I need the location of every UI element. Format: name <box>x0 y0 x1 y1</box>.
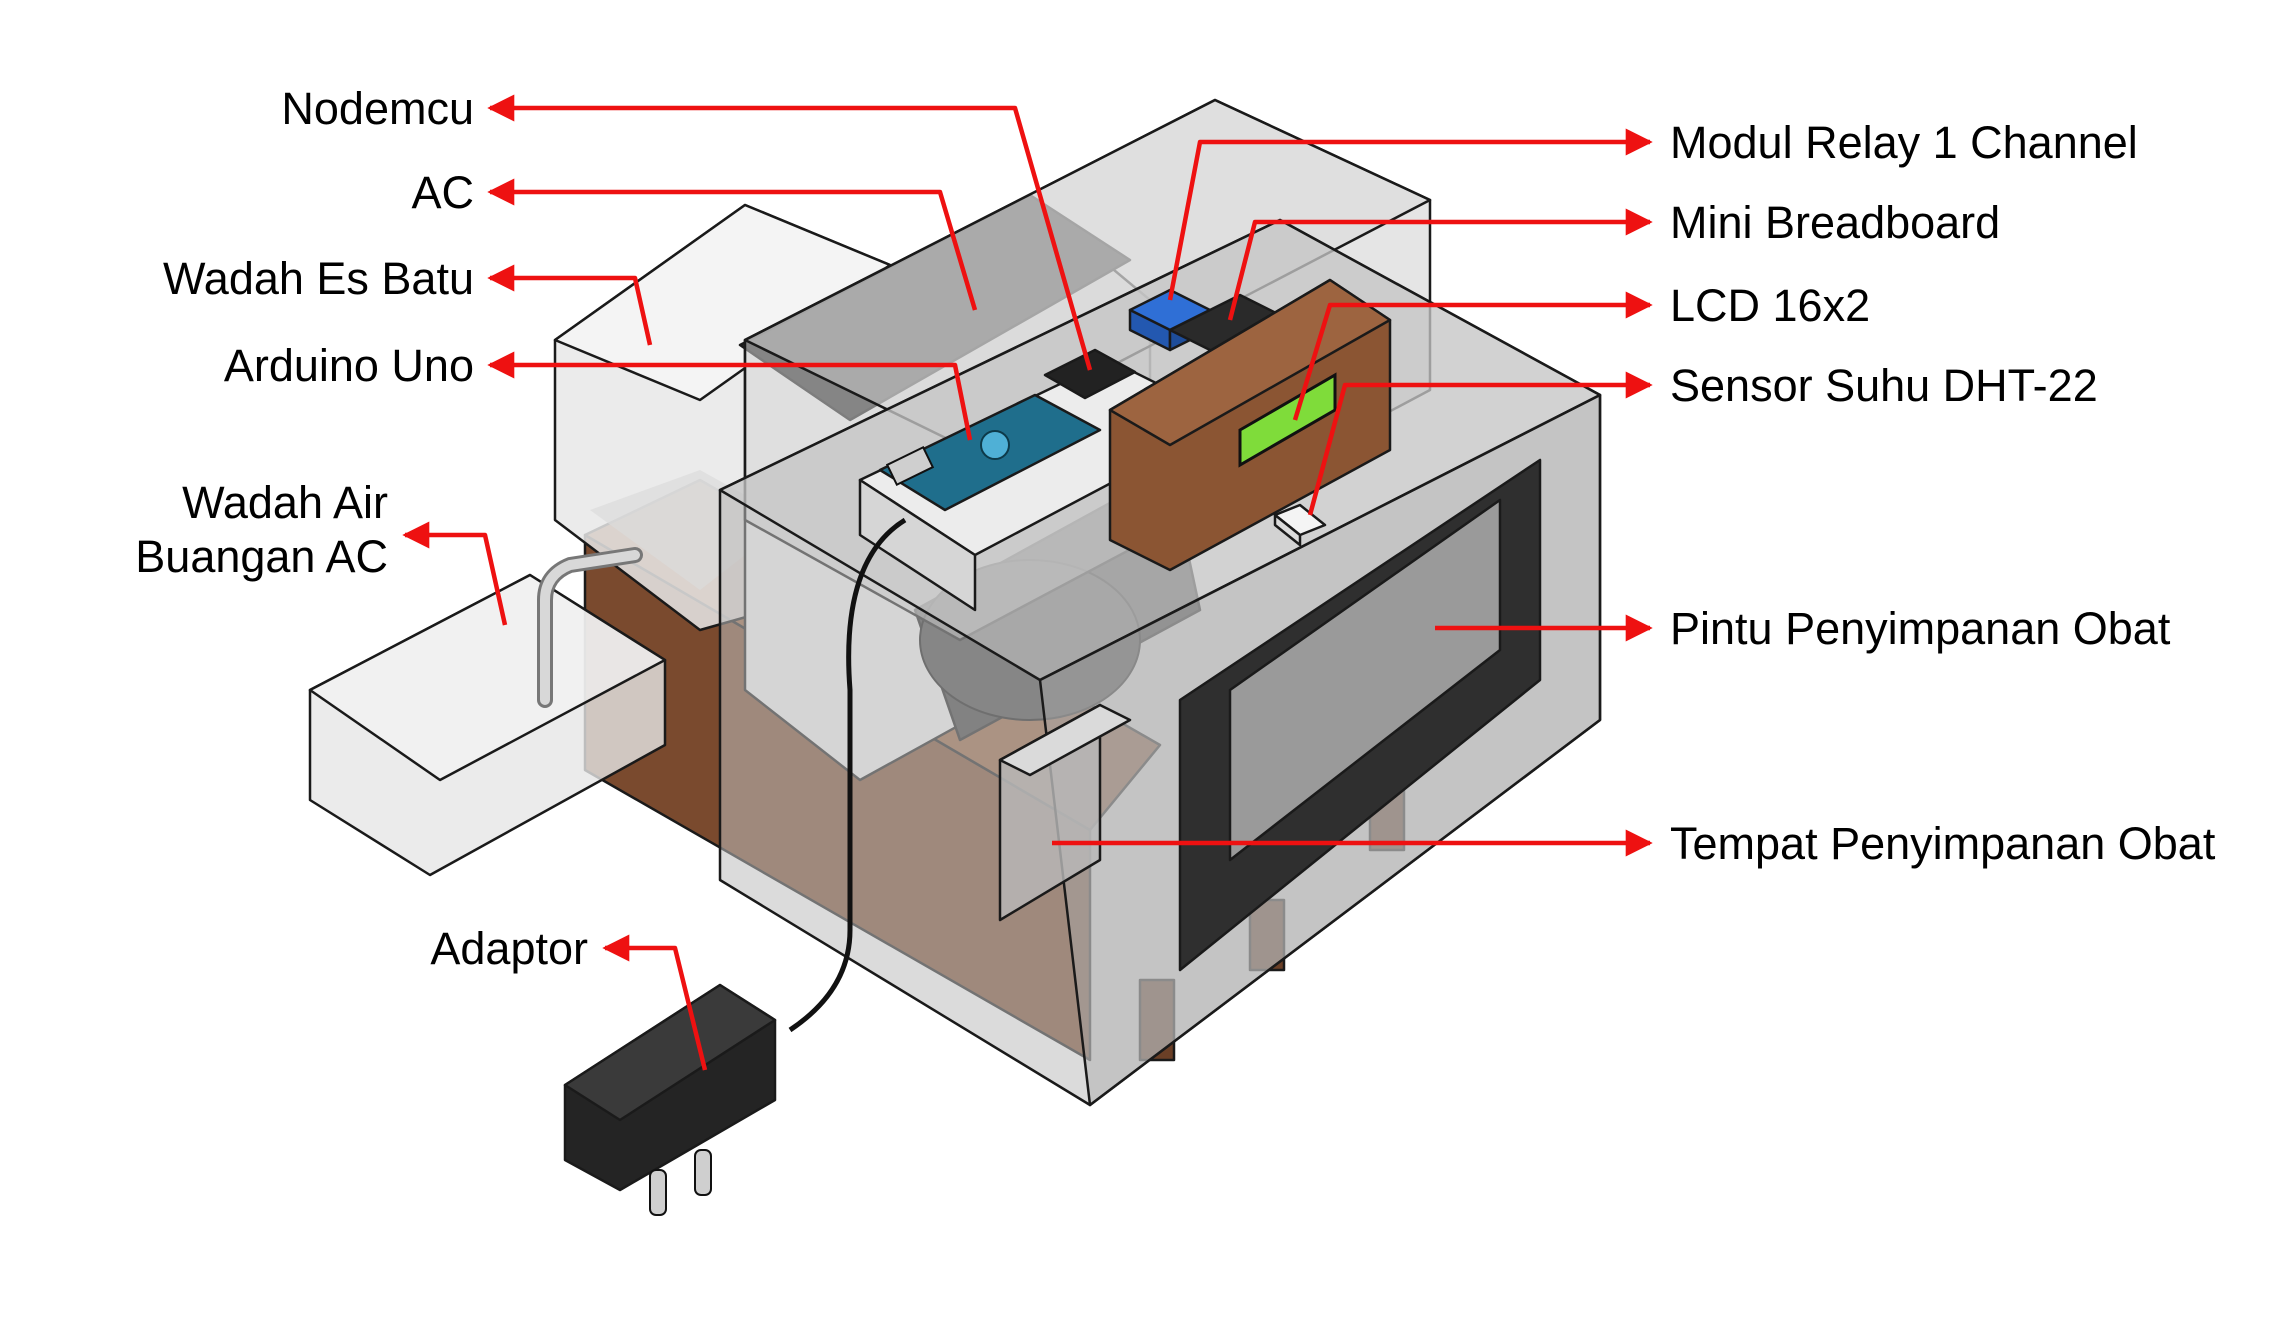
arduino-board <box>878 393 1102 512</box>
label-lcd: LCD 16x2 <box>1670 280 1870 331</box>
leader-sensor-suhu <box>1307 371 1653 516</box>
dht-sensor <box>1273 503 1327 547</box>
label-ac: AC <box>411 167 474 218</box>
waste-water-container <box>308 547 667 877</box>
label-wadah-air-line2: Buangan AC <box>135 531 388 582</box>
label-wadah-air-line1: Wadah Air <box>182 477 388 528</box>
leader-adaptor <box>602 934 708 1071</box>
labels: Nodemcu AC Wadah Es Batu Arduino Uno Wad… <box>135 83 2216 974</box>
leader-wadah-air <box>402 521 508 626</box>
leader-nodemcu <box>487 94 1093 371</box>
label-wadah-es-batu: Wadah Es Batu <box>163 253 474 304</box>
leader-mini-breadboard <box>1227 208 1653 321</box>
storage-drawer <box>998 703 1132 922</box>
device-illustration <box>308 98 1602 1216</box>
nodemcu-board <box>1043 348 1137 400</box>
label-modul-relay: Modul Relay 1 Channel <box>1670 117 2138 168</box>
leader-lcd <box>1292 291 1653 421</box>
label-nodemcu: Nodemcu <box>281 83 474 134</box>
leader-wadah-es-batu <box>487 264 653 346</box>
label-mini-breadboard: Mini Breadboard <box>1670 197 2000 248</box>
label-sensor-suhu: Sensor Suhu DHT-22 <box>1670 360 2098 411</box>
leader-arduino-uno <box>487 351 973 441</box>
leader-modul-relay <box>1167 128 1653 301</box>
power-cable <box>788 517 907 1033</box>
label-arduino-uno: Arduino Uno <box>224 340 474 391</box>
label-adaptor: Adaptor <box>430 923 588 974</box>
leader-ac <box>487 178 978 311</box>
leader-lines <box>402 94 1653 1071</box>
label-tempat: Tempat Penyimpanan Obat <box>1670 818 2216 869</box>
label-pintu: Pintu Penyimpanan Obat <box>1670 603 2171 654</box>
power-adapter-icon <box>563 983 777 1216</box>
